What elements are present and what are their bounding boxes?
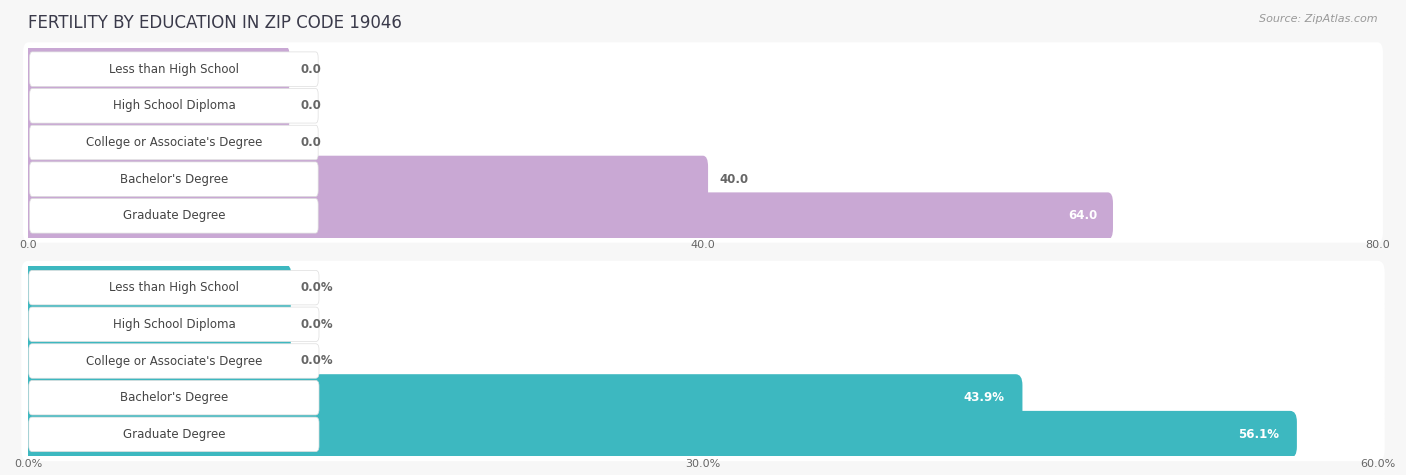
Text: High School Diploma: High School Diploma — [112, 99, 235, 112]
Text: Bachelor's Degree: Bachelor's Degree — [120, 173, 228, 186]
FancyBboxPatch shape — [22, 152, 1384, 206]
Text: Less than High School: Less than High School — [108, 281, 239, 294]
FancyBboxPatch shape — [28, 344, 319, 378]
FancyBboxPatch shape — [30, 52, 318, 86]
Text: 64.0: 64.0 — [1069, 209, 1097, 222]
Text: College or Associate's Degree: College or Associate's Degree — [86, 136, 262, 149]
Text: College or Associate's Degree: College or Associate's Degree — [86, 354, 262, 368]
Text: Graduate Degree: Graduate Degree — [122, 428, 225, 441]
Text: 56.1%: 56.1% — [1239, 428, 1279, 441]
FancyBboxPatch shape — [21, 301, 291, 348]
FancyBboxPatch shape — [21, 297, 1385, 351]
Text: Source: ZipAtlas.com: Source: ZipAtlas.com — [1260, 14, 1378, 24]
FancyBboxPatch shape — [28, 417, 319, 452]
FancyBboxPatch shape — [28, 307, 319, 342]
Text: Bachelor's Degree: Bachelor's Degree — [120, 391, 228, 404]
FancyBboxPatch shape — [21, 334, 1385, 388]
FancyBboxPatch shape — [22, 116, 1384, 169]
FancyBboxPatch shape — [21, 374, 1022, 421]
Text: 0.0%: 0.0% — [301, 354, 333, 368]
FancyBboxPatch shape — [22, 82, 290, 129]
Text: High School Diploma: High School Diploma — [112, 318, 235, 331]
FancyBboxPatch shape — [28, 270, 319, 305]
FancyBboxPatch shape — [30, 162, 318, 197]
FancyBboxPatch shape — [21, 371, 1385, 425]
FancyBboxPatch shape — [21, 408, 1385, 461]
FancyBboxPatch shape — [22, 189, 1384, 243]
FancyBboxPatch shape — [22, 192, 1114, 239]
FancyBboxPatch shape — [22, 156, 709, 203]
FancyBboxPatch shape — [21, 264, 291, 311]
Text: Graduate Degree: Graduate Degree — [122, 209, 225, 222]
Text: 40.0: 40.0 — [720, 173, 748, 186]
FancyBboxPatch shape — [21, 261, 1385, 314]
Text: 0.0: 0.0 — [301, 136, 322, 149]
Text: FERTILITY BY EDUCATION IN ZIP CODE 19046: FERTILITY BY EDUCATION IN ZIP CODE 19046 — [28, 14, 402, 32]
Text: 0.0%: 0.0% — [301, 281, 333, 294]
Text: 0.0%: 0.0% — [301, 318, 333, 331]
Text: Less than High School: Less than High School — [108, 63, 239, 76]
FancyBboxPatch shape — [21, 411, 1296, 458]
FancyBboxPatch shape — [30, 88, 318, 123]
FancyBboxPatch shape — [30, 125, 318, 160]
Text: 43.9%: 43.9% — [965, 391, 1005, 404]
FancyBboxPatch shape — [30, 199, 318, 233]
FancyBboxPatch shape — [21, 338, 291, 384]
FancyBboxPatch shape — [22, 119, 290, 166]
FancyBboxPatch shape — [22, 42, 1384, 96]
FancyBboxPatch shape — [28, 380, 319, 415]
Text: 0.0: 0.0 — [301, 63, 322, 76]
Text: 0.0: 0.0 — [301, 99, 322, 112]
FancyBboxPatch shape — [22, 79, 1384, 133]
FancyBboxPatch shape — [22, 46, 290, 93]
